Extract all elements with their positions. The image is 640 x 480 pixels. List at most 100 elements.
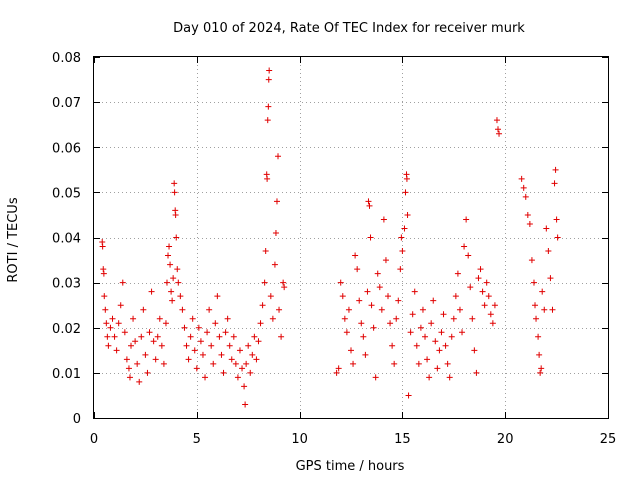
data-point (530, 279, 537, 286)
data-point (467, 284, 474, 291)
data-point (469, 315, 476, 322)
data-point (243, 360, 250, 367)
y-tick-label: 0.02 (52, 322, 81, 337)
x-tick-label: 20 (497, 432, 514, 447)
data-point (247, 369, 254, 376)
data-point (543, 225, 550, 232)
data-point (489, 320, 496, 327)
data-point (204, 329, 211, 336)
data-point (113, 347, 120, 354)
data-point (158, 342, 165, 349)
data-point (146, 329, 153, 336)
data-point (269, 315, 276, 322)
data-point (169, 297, 176, 304)
data-point (524, 211, 531, 218)
data-point (419, 306, 426, 313)
data-point (165, 252, 172, 259)
data-point (150, 338, 157, 345)
data-point (103, 320, 110, 327)
data-point (339, 293, 346, 300)
data-point (239, 365, 246, 372)
data-point (537, 369, 544, 376)
data-point (518, 175, 525, 182)
data-point (526, 220, 533, 227)
data-point (397, 266, 404, 273)
data-point (276, 306, 283, 313)
data-point (251, 333, 258, 340)
y-tick-label: 0.04 (52, 232, 81, 247)
data-point (253, 356, 260, 363)
data-point (395, 297, 402, 304)
data-point (413, 342, 420, 349)
data-point (206, 306, 213, 313)
data-point (101, 293, 108, 300)
data-point (226, 342, 233, 349)
data-point (442, 342, 449, 349)
data-point (115, 320, 122, 327)
data-point (156, 315, 163, 322)
data-point (181, 324, 188, 331)
data-point (367, 234, 374, 241)
data-point (532, 302, 539, 309)
data-point (424, 356, 431, 363)
data-point (409, 311, 416, 318)
data-point (553, 216, 560, 223)
data-point (404, 211, 411, 218)
data-point (224, 315, 231, 322)
data-point (174, 266, 181, 273)
data-point (107, 324, 114, 331)
data-point (171, 180, 178, 187)
data-point (368, 302, 375, 309)
x-tick-label: 10 (291, 432, 308, 447)
data-point (125, 365, 132, 372)
data-point (463, 216, 470, 223)
data-point (475, 275, 482, 282)
data-points-layer (99, 67, 561, 408)
data-point (177, 293, 184, 300)
data-point (491, 302, 498, 309)
y-axis-label: ROTI / TECUs (6, 197, 21, 282)
data-point (360, 333, 367, 340)
data-point (220, 369, 227, 376)
data-point (100, 270, 107, 277)
data-point (119, 279, 126, 286)
data-point (549, 306, 556, 313)
data-point (333, 369, 340, 376)
data-point (538, 365, 545, 372)
data-point (140, 306, 147, 313)
data-point (148, 288, 155, 295)
data-point (193, 365, 200, 372)
y-tick-label: 0.08 (52, 51, 81, 66)
data-point (438, 329, 445, 336)
data-point (272, 229, 279, 236)
data-point (477, 266, 484, 273)
data-point (430, 297, 437, 304)
data-point (241, 383, 248, 390)
data-point (202, 374, 209, 381)
y-tick-label: 0.01 (52, 367, 81, 382)
data-point (456, 306, 463, 313)
data-point (134, 360, 141, 367)
y-tick-label: 0.03 (52, 277, 81, 292)
data-point (465, 252, 472, 259)
data-point (138, 333, 145, 340)
data-point (352, 252, 359, 259)
data-point (214, 293, 221, 300)
data-point (426, 374, 433, 381)
data-point (535, 333, 542, 340)
data-point (401, 225, 408, 232)
data-point (405, 392, 412, 399)
data-point (179, 306, 186, 313)
data-point (104, 333, 111, 340)
data-point (539, 288, 546, 295)
y-tick-label: 0.06 (52, 141, 81, 156)
data-point (422, 333, 429, 340)
data-point (364, 288, 371, 295)
data-point (432, 338, 439, 345)
data-point (399, 248, 406, 255)
data-point (398, 234, 405, 241)
data-point (547, 275, 554, 282)
data-point (471, 347, 478, 354)
data-point (173, 234, 180, 241)
